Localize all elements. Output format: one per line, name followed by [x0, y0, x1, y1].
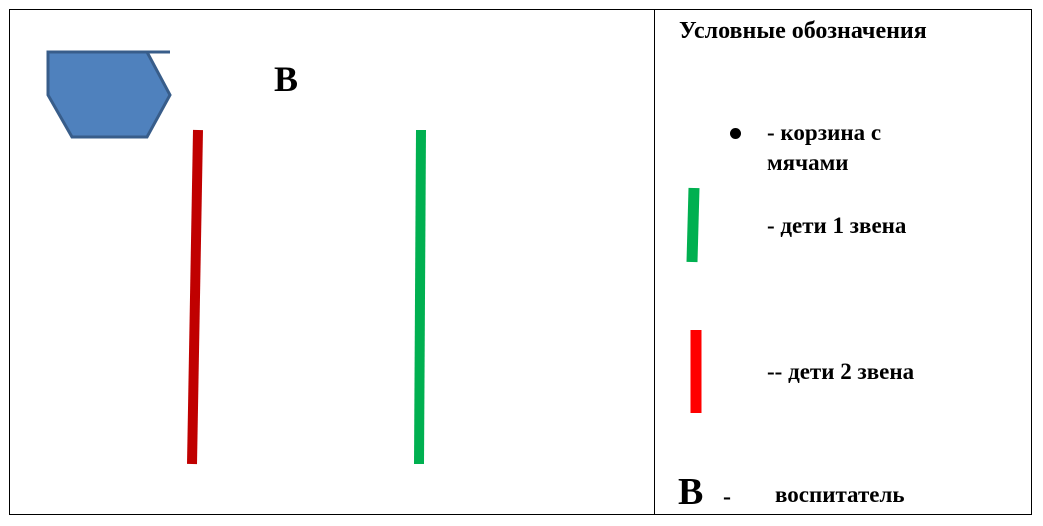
legend-title: Условные обозначения: [679, 18, 927, 44]
legend-item-basket-line1: - корзина с: [767, 120, 882, 145]
bullet-icon: [730, 128, 741, 139]
legend-teacher-dash: -: [723, 484, 731, 510]
legend-item-teacher: воспитатель: [775, 482, 905, 507]
table-frame: [9, 9, 1032, 515]
green-line-icon: [414, 129, 426, 465]
legend-item-group1: - дети 1 звена: [767, 213, 907, 238]
legend-symbols: [686, 187, 702, 413]
teacher-position-label: В: [274, 59, 299, 99]
field-diagram: [46, 50, 426, 465]
table-divider: [654, 9, 655, 515]
legend-teacher-symbol: В: [678, 471, 704, 513]
legend-item-basket-line2: мячами: [767, 150, 849, 175]
legend-item-basket: - корзина с мячами: [767, 118, 881, 178]
legend-item-group2: -- дети 2 звена: [767, 359, 915, 384]
green-line-legend-icon: [686, 187, 700, 263]
red-line-icon: [187, 129, 203, 465]
hexagon-basket-icon: [46, 50, 172, 139]
